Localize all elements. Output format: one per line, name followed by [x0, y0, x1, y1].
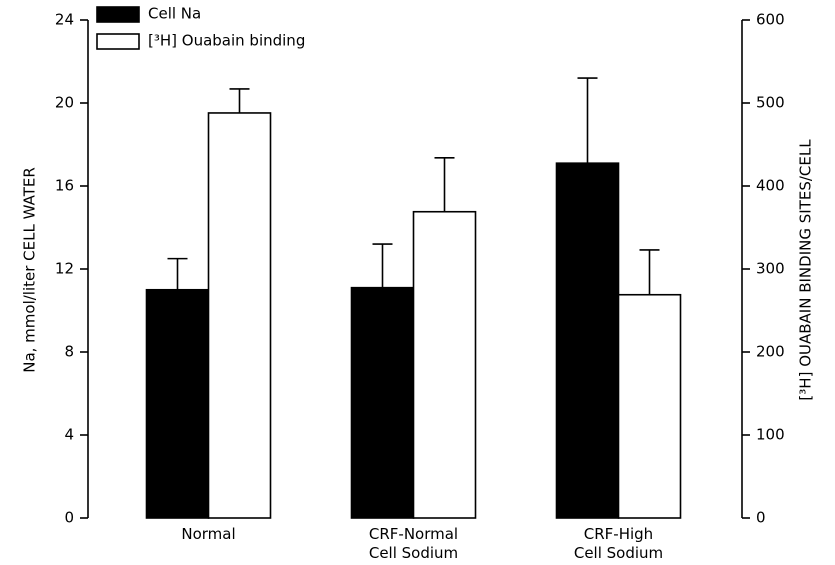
bar — [555, 162, 620, 519]
y2-tick-label: 500 — [756, 94, 785, 112]
bar — [145, 288, 210, 519]
y-tick-label: 4 — [64, 426, 74, 444]
y-tick-label: 16 — [55, 177, 74, 195]
y2-tick-label: 200 — [756, 343, 785, 361]
y2-tick-label: 400 — [756, 177, 785, 195]
bar — [412, 210, 477, 519]
y2-axis-label: [³H] OUABAIN BINDING SITES/CELL — [797, 139, 815, 401]
y2-tick-label: 0 — [756, 509, 766, 527]
y2-tick-label: 300 — [756, 260, 785, 278]
x-tick-label: CRF-Normal Cell Sodium — [368, 525, 459, 562]
y2-tick-label: 600 — [756, 11, 785, 29]
y-tick-label: 20 — [55, 94, 74, 112]
legend-label: [³H] Ouabain binding — [148, 32, 305, 50]
x-tick-label: Normal — [181, 525, 236, 543]
y-tick-label: 0 — [64, 509, 74, 527]
x-tick-label: CRF-High Cell Sodium — [573, 525, 664, 562]
bar — [207, 112, 272, 519]
y-tick-label: 24 — [55, 11, 74, 29]
y2-tick-label: 100 — [756, 426, 785, 444]
legend-swatch — [96, 33, 140, 50]
bar — [617, 293, 682, 519]
y-tick-label: 12 — [55, 260, 74, 278]
y-axis-label: Na, mmol/liter CELL WATER — [21, 167, 39, 373]
legend-label: Cell Na — [148, 5, 201, 23]
bar — [350, 286, 415, 519]
legend-swatch — [96, 6, 140, 23]
y-tick-label: 8 — [64, 343, 74, 361]
